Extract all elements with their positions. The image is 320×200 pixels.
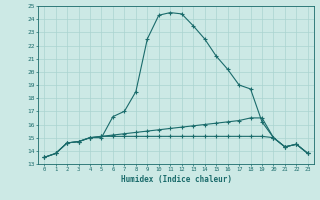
X-axis label: Humidex (Indice chaleur): Humidex (Indice chaleur) [121,175,231,184]
